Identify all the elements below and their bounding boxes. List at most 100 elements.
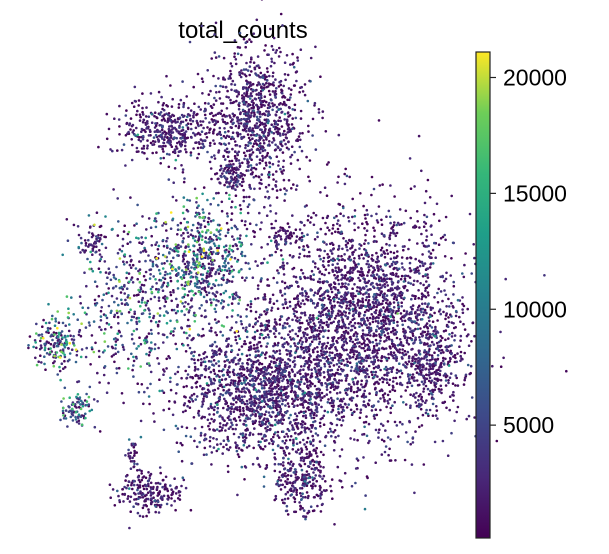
scatter-point: [327, 329, 330, 333]
scatter-point: [386, 284, 390, 287]
scatter-point: [286, 343, 290, 346]
scatter-point: [139, 490, 142, 493]
scatter-point: [255, 343, 259, 346]
scatter-point: [289, 460, 293, 464]
scatter-point: [243, 279, 247, 282]
scatter-point: [318, 254, 321, 258]
scatter-point: [380, 438, 384, 442]
scatter-point: [244, 261, 248, 265]
scatter-point: [386, 332, 390, 335]
scatter-point: [499, 330, 502, 334]
scatter-point: [339, 479, 343, 483]
scatter-point: [166, 135, 169, 139]
scatter-point: [306, 385, 309, 389]
scatter-point: [271, 173, 275, 176]
scatter-point: [129, 495, 133, 499]
scatter-point: [247, 136, 251, 140]
scatter-point: [305, 378, 309, 381]
scatter-point: [180, 164, 183, 167]
scatter-point: [158, 307, 162, 310]
scatter-point: [253, 427, 256, 430]
scatter-point: [405, 339, 409, 342]
scatter-point: [203, 113, 207, 117]
scatter-point: [237, 122, 241, 125]
scatter-point: [360, 379, 364, 383]
scatter-point: [303, 302, 306, 306]
scatter-point: [221, 426, 224, 430]
scatter-point: [279, 12, 283, 16]
scatter-point: [452, 284, 456, 288]
scatter-point: [157, 145, 161, 148]
scatter-point: [356, 438, 359, 442]
scatter-point: [158, 378, 161, 382]
scatter-point: [365, 262, 369, 266]
scatter-point: [147, 217, 151, 220]
scatter-point: [219, 293, 223, 296]
scatter-point: [414, 430, 417, 433]
scatter-point: [306, 380, 309, 384]
scatter-point: [189, 122, 193, 126]
scatter-point: [391, 384, 395, 388]
scatter-point: [286, 402, 290, 405]
scatter-point: [339, 285, 343, 289]
scatter-point: [290, 145, 294, 148]
scatter-point: [196, 112, 199, 116]
scatter-point: [463, 376, 467, 380]
scatter-point: [63, 359, 66, 363]
scatter-point: [318, 393, 322, 397]
scatter-point: [285, 391, 288, 395]
scatter-point: [396, 275, 400, 278]
scatter-point: [207, 376, 211, 379]
scatter-point: [39, 339, 42, 343]
scatter-point: [439, 363, 443, 366]
scatter-point: [141, 106, 144, 110]
scatter-point: [230, 200, 234, 203]
scatter-point: [448, 395, 452, 399]
scatter-point: [380, 376, 384, 380]
scatter-point: [267, 89, 271, 93]
scatter-point: [279, 358, 283, 361]
scatter-point: [383, 340, 386, 343]
scatter-point: [340, 362, 343, 366]
scatter-point: [277, 357, 280, 360]
scatter-point: [330, 290, 334, 294]
scatter-point: [356, 270, 360, 273]
scatter-point: [85, 284, 88, 288]
scatter-point: [91, 232, 94, 235]
scatter-point: [201, 400, 204, 404]
scatter-point: [341, 405, 345, 409]
scatter-point: [369, 356, 372, 360]
scatter-point: [120, 302, 124, 305]
scatter-point: [348, 361, 352, 365]
scatter-point: [348, 272, 352, 275]
scatter-point: [217, 77, 220, 80]
scatter-point: [311, 348, 315, 352]
scatter-point: [264, 161, 268, 165]
scatter-point: [191, 376, 195, 380]
scatter-point: [281, 294, 284, 297]
scatter-point: [351, 295, 354, 299]
scatter-point: [146, 144, 149, 147]
scatter-point: [302, 368, 305, 372]
scatter-point: [208, 422, 212, 425]
scatter-point: [332, 364, 336, 367]
scatter-point: [452, 322, 455, 325]
scatter-point: [344, 403, 347, 406]
scatter-point: [35, 346, 38, 350]
scatter-point: [451, 382, 455, 386]
scatter-point: [282, 306, 286, 310]
scatter-point: [266, 333, 270, 337]
scatter-point: [239, 172, 243, 175]
scatter-point: [236, 382, 240, 386]
scatter-point: [416, 220, 420, 223]
scatter-point: [157, 100, 160, 104]
scatter-point: [443, 254, 447, 258]
scatter-point: [292, 307, 295, 311]
scatter-point: [271, 187, 275, 191]
scatter-point: [218, 90, 221, 94]
scatter-point: [341, 247, 344, 251]
scatter-point: [140, 383, 144, 386]
scatter-point: [367, 375, 371, 379]
scatter-point: [424, 289, 427, 293]
scatter-point: [313, 384, 317, 388]
